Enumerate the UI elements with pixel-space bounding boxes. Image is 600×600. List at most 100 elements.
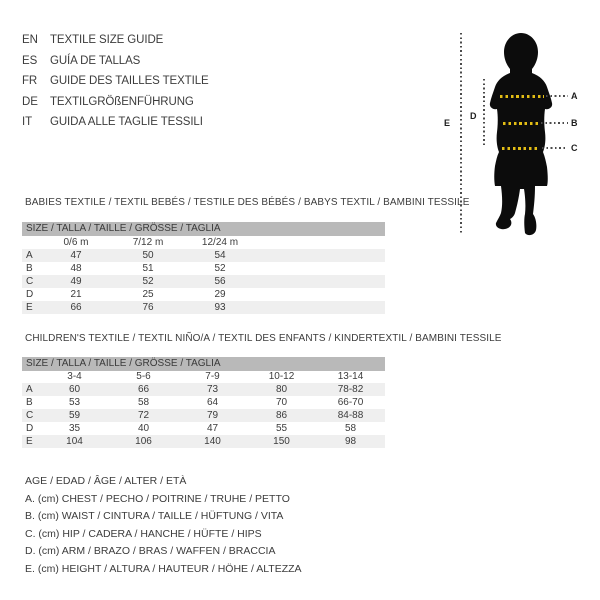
value-cell: 51 [142, 263, 154, 274]
value-cell: 80 [275, 384, 288, 395]
table-row: C 59 72 79 86 84-88 [22, 409, 385, 422]
value-cell: 72 [137, 410, 150, 421]
value-cell: 53 [68, 397, 81, 408]
value-cell: 106 [135, 436, 152, 447]
children-size-table: 3-4 5-6 7-9 10-12 13-14 A 60 66 73 80 78… [22, 370, 385, 448]
babies-column-header-row: 0/6 m 7/12 m 12/24 m [22, 236, 385, 249]
table-row: D 21 25 29 [22, 288, 385, 301]
value-cell: 47 [206, 423, 219, 434]
children-section-title: CHILDREN'S TEXTILE / TEXTIL NIÑO/A / TEX… [25, 333, 502, 344]
row-label: E [26, 302, 33, 313]
value-cell: 66-70 [337, 397, 364, 408]
row-label: C [26, 276, 34, 287]
value-cell: 79 [206, 410, 219, 421]
legend-chest-line: A. (cm) CHEST / PECHO / POITRINE / TRUHE… [25, 492, 290, 505]
value-cell: 104 [66, 436, 83, 447]
language-row-en: EN TEXTILE SIZE GUIDE [22, 30, 209, 51]
value-cell: 60 [68, 384, 81, 395]
babies-section-title: BABIES TEXTILE / TEXTIL BEBÉS / TESTILE … [25, 197, 470, 208]
language-code: FR [22, 75, 38, 88]
legend-age-line: AGE / EDAD / ÂGE / ALTER / ETÀ [25, 475, 187, 487]
language-title: TEXTILE SIZE GUIDE [50, 34, 164, 47]
measurement-figure: A B C D E [440, 25, 600, 240]
value-cell: 54 [214, 250, 226, 261]
table-row: D 35 40 47 55 58 [22, 422, 385, 435]
waist-label: B [571, 118, 578, 128]
waist-leader-line [541, 122, 568, 124]
arm-label: D [470, 111, 477, 121]
arm-guide-line [483, 79, 485, 147]
language-title: GUIDE DES TAILLES TEXTILE [50, 75, 209, 88]
table-row: C 49 52 56 [22, 275, 385, 288]
column-header: 7-9 [205, 371, 220, 382]
value-cell: 48 [70, 263, 82, 274]
hip-leader-line [542, 147, 568, 149]
value-cell: 76 [142, 302, 154, 313]
value-cell: 49 [70, 276, 82, 287]
legend-waist-line: B. (cm) WAIST / CINTURA / TAILLE / HÜFTU… [25, 510, 284, 523]
value-cell: 47 [70, 250, 82, 261]
row-label: D [26, 289, 34, 300]
table-row: B 53 58 64 70 66-70 [22, 396, 385, 409]
value-cell: 55 [275, 423, 288, 434]
column-header: 0/6 m [63, 237, 89, 248]
column-header: 3-4 [67, 371, 82, 382]
value-cell: 52 [142, 276, 154, 287]
children-column-header-row: 3-4 5-6 7-9 10-12 13-14 [22, 370, 385, 383]
column-header: 10-12 [268, 371, 295, 382]
value-cell: 140 [204, 436, 221, 447]
value-cell: 93 [214, 302, 226, 313]
row-label: A [26, 250, 33, 261]
table-row: B 48 51 52 [22, 262, 385, 275]
value-cell: 150 [273, 436, 290, 447]
table-row: E 104 106 140 150 98 [22, 435, 385, 448]
column-header: 12/24 m [201, 237, 239, 248]
language-row-it: IT GUIDA ALLE TAGLIE TESSILI [22, 112, 209, 133]
language-row-de: DE TEXTILGRÖßENFÜHRUNG [22, 92, 209, 113]
legend-arm-line: D. (cm) ARM / BRAZO / BRAS / WAFFEN / BR… [25, 545, 276, 558]
row-label: B [26, 263, 33, 274]
language-title: GUIDA ALLE TAGLIE TESSILI [50, 116, 203, 129]
value-cell: 84-88 [337, 410, 364, 421]
row-label: D [26, 423, 34, 434]
children-size-header-bar: SIZE / TALLA / TAILLE / GRÖSSE / TAGLIA [22, 357, 385, 371]
babies-size-table: 0/6 m 7/12 m 12/24 m A 47 50 54 B 48 51 … [22, 236, 385, 314]
language-title: TEXTILGRÖßENFÜHRUNG [50, 95, 194, 108]
table-row: A 60 66 73 80 78-82 [22, 383, 385, 396]
value-cell: 29 [214, 289, 226, 300]
waist-line [503, 122, 539, 125]
legend-height-line: E. (cm) HEIGHT / ALTURA / HAUTEUR / HÖHE… [25, 562, 302, 575]
value-cell: 35 [68, 423, 81, 434]
value-cell: 59 [68, 410, 81, 421]
chest-leader-line [546, 95, 568, 97]
table-row: A 47 50 54 [22, 249, 385, 262]
row-label: A [26, 384, 33, 395]
language-list: EN TEXTILE SIZE GUIDE ES GUÍA DE TALLAS … [22, 30, 209, 133]
column-header: 5-6 [136, 371, 151, 382]
language-title: GUÍA DE TALLAS [50, 54, 141, 67]
value-cell: 73 [206, 384, 219, 395]
value-cell: 58 [137, 397, 150, 408]
value-cell: 50 [142, 250, 154, 261]
column-header: 7/12 m [132, 237, 164, 248]
row-label: E [26, 436, 33, 447]
height-label: E [444, 118, 451, 128]
measurement-legend: AGE / EDAD / ÂGE / ALTER / ETÀ A. (cm) C… [25, 473, 302, 579]
language-code: EN [22, 34, 38, 47]
row-label: C [26, 410, 34, 421]
column-header: 13-14 [337, 371, 364, 382]
height-guide-line [460, 33, 462, 235]
value-cell: 86 [275, 410, 288, 421]
hip-label: C [571, 143, 578, 153]
value-cell: 66 [70, 302, 82, 313]
chest-label: A [571, 91, 578, 101]
value-cell: 70 [275, 397, 288, 408]
value-cell: 78-82 [337, 384, 364, 395]
value-cell: 56 [214, 276, 226, 287]
legend-hip-line: C. (cm) HIP / CADERA / HANCHE / HÜFTE / … [25, 527, 262, 540]
value-cell: 40 [137, 423, 150, 434]
row-label: B [26, 397, 33, 408]
value-cell: 52 [214, 263, 226, 274]
value-cell: 21 [70, 289, 82, 300]
